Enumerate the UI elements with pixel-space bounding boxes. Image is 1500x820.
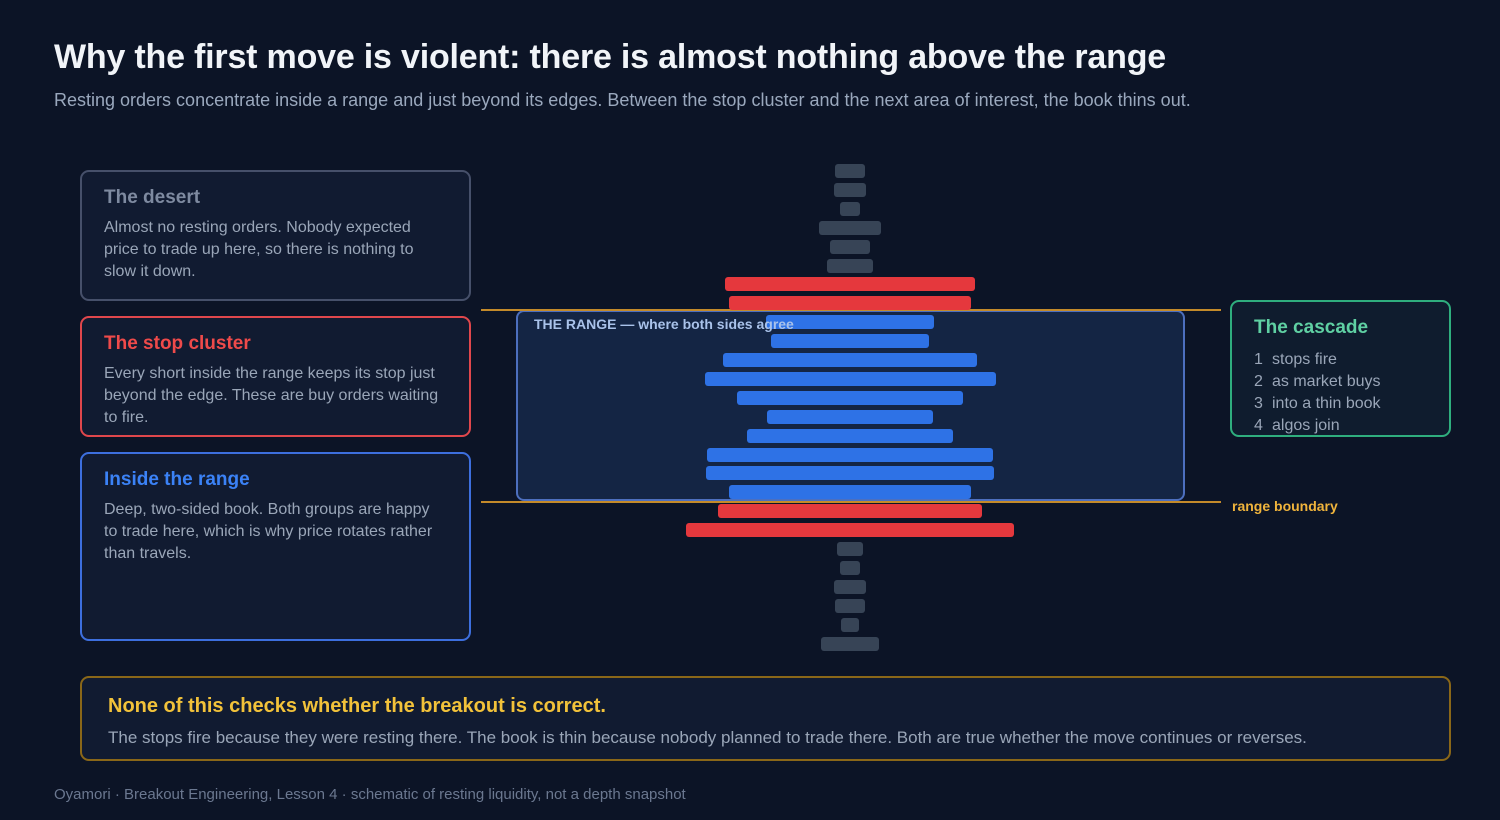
depth-bar-desert	[835, 164, 865, 178]
depth-bar-stop	[724, 277, 976, 292]
cascade-card: The cascade 1 stops fire 2 as market buys …	[1230, 300, 1451, 437]
callout-box: None of this checks whether the breakout…	[80, 676, 1451, 761]
depth-bar-stop	[717, 504, 983, 519]
cascade-step: 3 into a thin book	[1254, 395, 1381, 412]
stop-cluster-card-title: The stop cluster	[104, 333, 251, 354]
depth-bar-stop	[685, 523, 1015, 538]
depth-bar-desert	[833, 579, 866, 594]
callout-title: None of this checks whether the breakout…	[108, 695, 606, 717]
footer-note: Oyamori · Breakout Engineering, Lesson 4…	[54, 786, 686, 803]
depth-bar-desert	[835, 598, 865, 613]
inside-range-card-title: Inside the range	[104, 469, 250, 490]
cascade-card-title: The cascade	[1254, 317, 1369, 338]
depth-bar-desert	[839, 201, 861, 216]
desert-card-title: The desert	[104, 187, 201, 208]
cascade-step: 4 algos join	[1254, 417, 1340, 434]
desert-card: The desert Almost no resting orders. Nob…	[80, 170, 471, 301]
cascade-step: 1 stops fire	[1254, 351, 1337, 368]
depth-bar-desert	[826, 258, 874, 273]
range-label: THE RANGE — where both sides agree	[534, 316, 794, 332]
depth-bar-desert	[819, 220, 881, 235]
depth-bar-desert	[839, 560, 861, 575]
stop-cluster-card-body: Every short inside the range keeps its s…	[104, 365, 439, 426]
range-boundary-bottom-line	[481, 501, 1221, 503]
inside-range-card-body: Deep, two-sided book. Both groups are ha…	[104, 501, 433, 562]
inside-range-card: Inside the range Deep, two-sided book. B…	[80, 452, 471, 641]
cascade-step: 2 as market buys	[1254, 373, 1381, 390]
depth-bar-desert	[836, 542, 864, 556]
page-title: Why the first move is violent: there is …	[54, 38, 1166, 76]
depth-bar-desert	[841, 617, 859, 632]
depth-bar-desert	[820, 636, 880, 651]
stop-cluster-card: The stop cluster Every short inside the …	[80, 316, 471, 437]
callout-body: The stops fire because they were resting…	[108, 728, 1307, 747]
range-zone	[516, 310, 1185, 501]
range-boundary-top-line	[481, 309, 1221, 311]
depth-bar-desert	[833, 182, 866, 197]
cascade-steps-list: 1 stops fire 2 as market buys 3 into a thin…	[1254, 349, 1427, 435]
range-boundary-label: range boundary	[1232, 498, 1338, 514]
page-subtitle: Resting orders concentrate inside a rang…	[54, 90, 1191, 110]
depth-bar-desert	[829, 239, 871, 254]
desert-card-body: Almost no resting orders. Nobody expecte…	[104, 219, 414, 280]
